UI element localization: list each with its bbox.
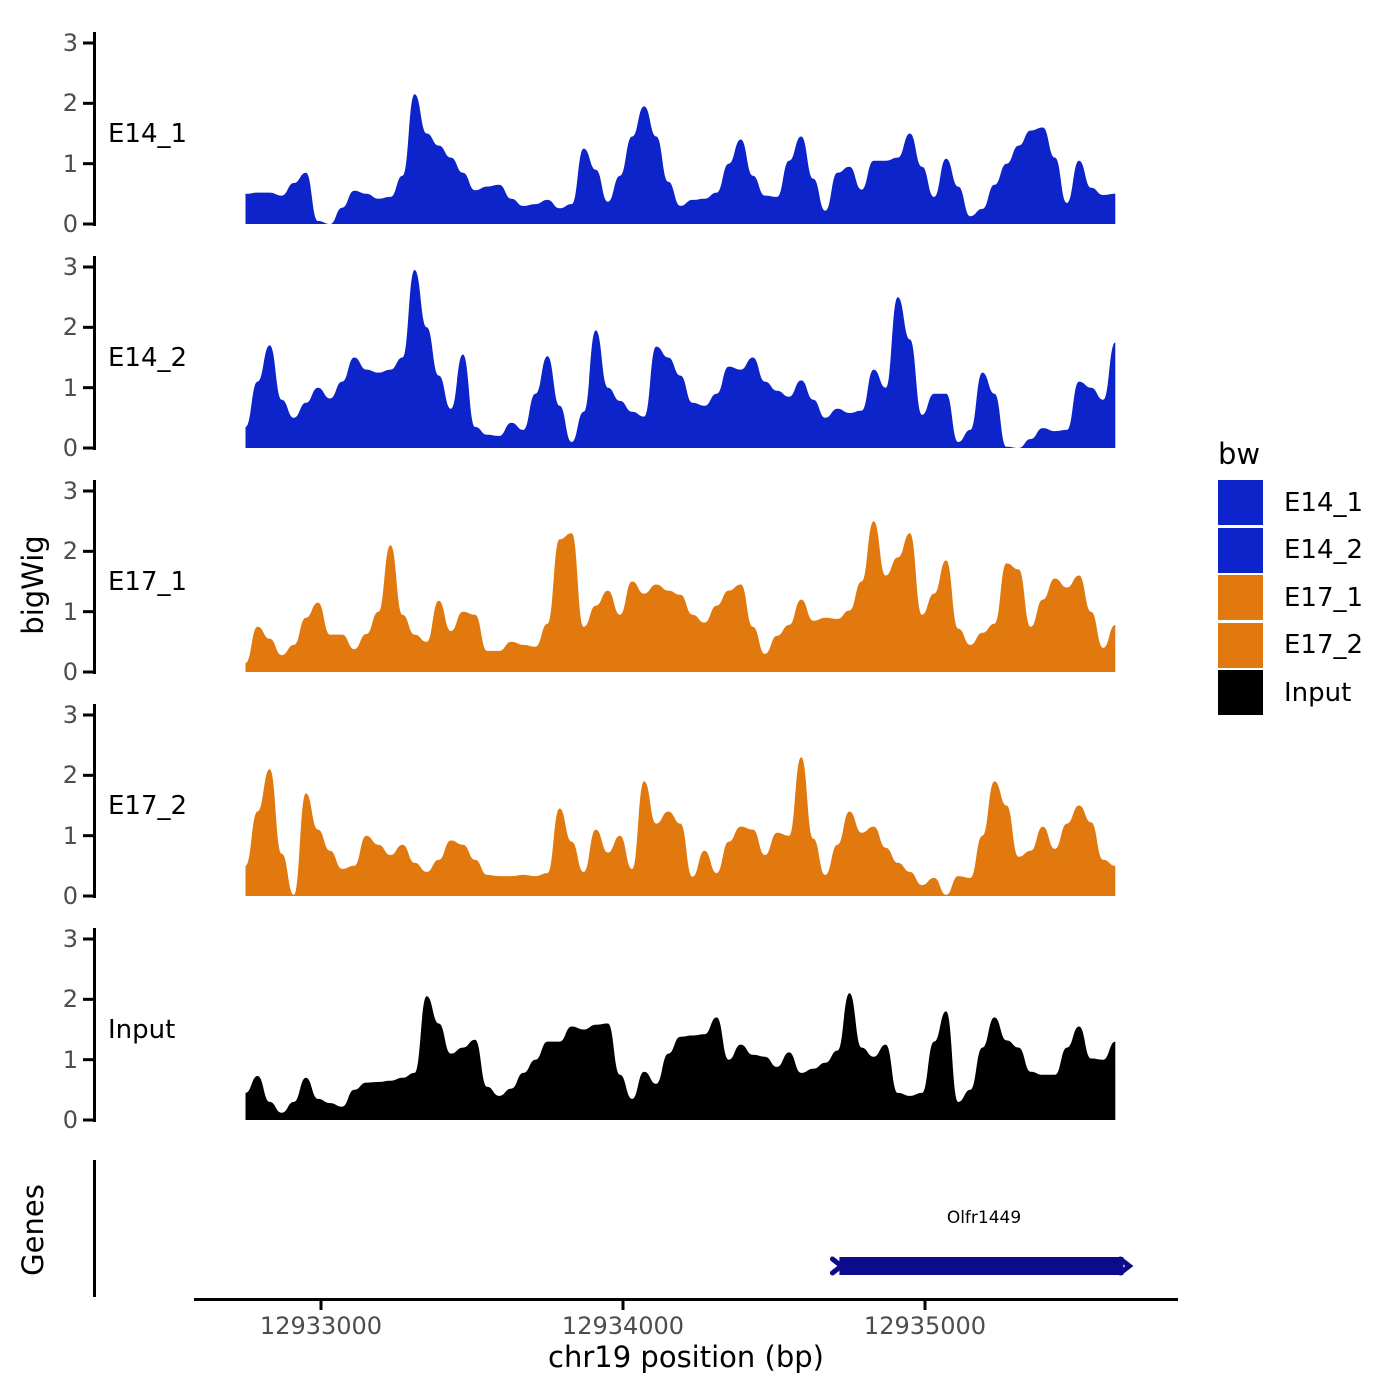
y-tick-e17-1-0: [83, 670, 93, 674]
y-tick-label-input-3: 3: [62, 925, 78, 953]
x-axis-title: chr19 position (bp): [548, 1340, 824, 1374]
x-tick-12935000: [923, 1300, 927, 1310]
legend-title: bw: [1218, 437, 1261, 471]
y-tick-label-input-2: 2: [62, 985, 78, 1014]
gene-body-bar: [839, 1257, 1124, 1275]
y-axis-line-input: [93, 928, 96, 1122]
y-tick-label-e14-1-3: 3: [62, 29, 78, 57]
coverage-area-e17-1: [245, 521, 1116, 672]
y-tick-input-1: [83, 1058, 93, 1062]
x-tick-12934000: [621, 1300, 625, 1310]
y-tick-label-e17-1-2: 2: [62, 537, 78, 566]
x-tick-label-12933000: 12933000: [259, 1312, 383, 1340]
y-tick-label-e14-2-2: 2: [62, 313, 78, 342]
y-tick-label-e17-2-1: 1: [62, 821, 78, 850]
track-label-input: Input: [108, 1015, 176, 1045]
y-tick-e14-2-1: [83, 386, 93, 390]
y-axis-line-e14-2: [93, 256, 96, 450]
y-axis-line-e14-1: [93, 32, 96, 226]
x-tick-label-12934000: 12934000: [561, 1312, 685, 1340]
y-tick-label-e17-2-0: 0: [62, 882, 78, 910]
y-tick-label-e17-2-2: 2: [62, 761, 78, 790]
y-tick-e14-1-2: [83, 101, 93, 105]
y-tick-label-e14-1-2: 2: [62, 89, 78, 118]
track-label-e14-1: E14_1: [108, 119, 188, 149]
coverage-area-e14-1: [245, 94, 1116, 224]
y-axis-line-e17-2: [93, 704, 96, 898]
coverage-area-e17-2: [245, 757, 1116, 896]
legend-label-e14-2: E14_2: [1284, 535, 1364, 565]
y-tick-input-3: [83, 937, 93, 941]
y-tick-e17-1-3: [83, 489, 93, 493]
y-tick-label-e17-1-1: 1: [62, 597, 78, 626]
y-tick-input-2: [83, 997, 93, 1001]
y-tick-e17-2-0: [83, 894, 93, 898]
x-tick-12933000: [319, 1300, 323, 1310]
track-label-e14-2: E14_2: [108, 343, 188, 373]
y-tick-e17-2-1: [83, 834, 93, 838]
coverage-area-e14-2: [245, 270, 1116, 448]
gene-name-label: Olfr1449: [946, 1208, 1022, 1228]
track-label-e17-1: E17_1: [108, 567, 188, 597]
y-tick-label-input-1: 1: [62, 1045, 78, 1074]
y-tick-e14-1-1: [83, 162, 93, 166]
x-tick-label-12935000: 12935000: [863, 1312, 987, 1340]
y-tick-label-e17-1-0: 0: [62, 658, 78, 686]
x-axis-line: [194, 1298, 1178, 1301]
coverage-area-input: [245, 993, 1116, 1120]
legend-label-e17-1: E17_1: [1284, 582, 1364, 613]
y-tick-e14-1-3: [83, 41, 93, 45]
y-tick-label-input-0: 0: [62, 1106, 78, 1134]
y-tick-label-e17-1-3: 3: [62, 477, 78, 505]
y-tick-e14-1-0: [83, 222, 93, 226]
track-label-e17-2: E17_2: [108, 791, 188, 821]
legend-label-e14-1: E14_1: [1284, 487, 1364, 518]
y-tick-e14-2-3: [83, 265, 93, 269]
genes-axis-title: Genes: [16, 1184, 50, 1276]
y-tick-e14-2-0: [83, 446, 93, 450]
y-tick-label-e14-2-3: 3: [62, 253, 78, 281]
y-tick-input-0: [83, 1118, 93, 1122]
y-tick-label-e17-2-3: 3: [62, 701, 78, 729]
genes-axis-line: [93, 1160, 96, 1297]
y-tick-e17-2-2: [83, 773, 93, 777]
legend-label-input: Input: [1284, 677, 1352, 708]
legend-swatch-input: [1218, 670, 1263, 715]
gene-strand-arrow-right: [1117, 1256, 1134, 1276]
y-axis-line-e17-1: [93, 480, 96, 674]
gene-strand-arrow-left: [829, 1256, 846, 1276]
y-tick-label-e14-1-0: 0: [62, 210, 78, 238]
y-tick-e17-1-2: [83, 549, 93, 553]
legend-swatch-e17-1: [1218, 575, 1263, 620]
y-tick-e17-2-3: [83, 713, 93, 717]
y-tick-label-e14-2-1: 1: [62, 373, 78, 402]
legend-swatch-e17-2: [1218, 622, 1263, 668]
y-tick-label-e14-2-0: 0: [62, 434, 78, 462]
y-tick-label-e14-1-1: 1: [62, 149, 78, 178]
y-tick-e14-2-2: [83, 325, 93, 329]
legend-swatch-e14-2: [1218, 527, 1263, 573]
y-tick-e17-1-1: [83, 610, 93, 614]
legend-swatch-e14-1: [1218, 480, 1263, 525]
legend-label-e17-2: E17_2: [1284, 630, 1364, 660]
